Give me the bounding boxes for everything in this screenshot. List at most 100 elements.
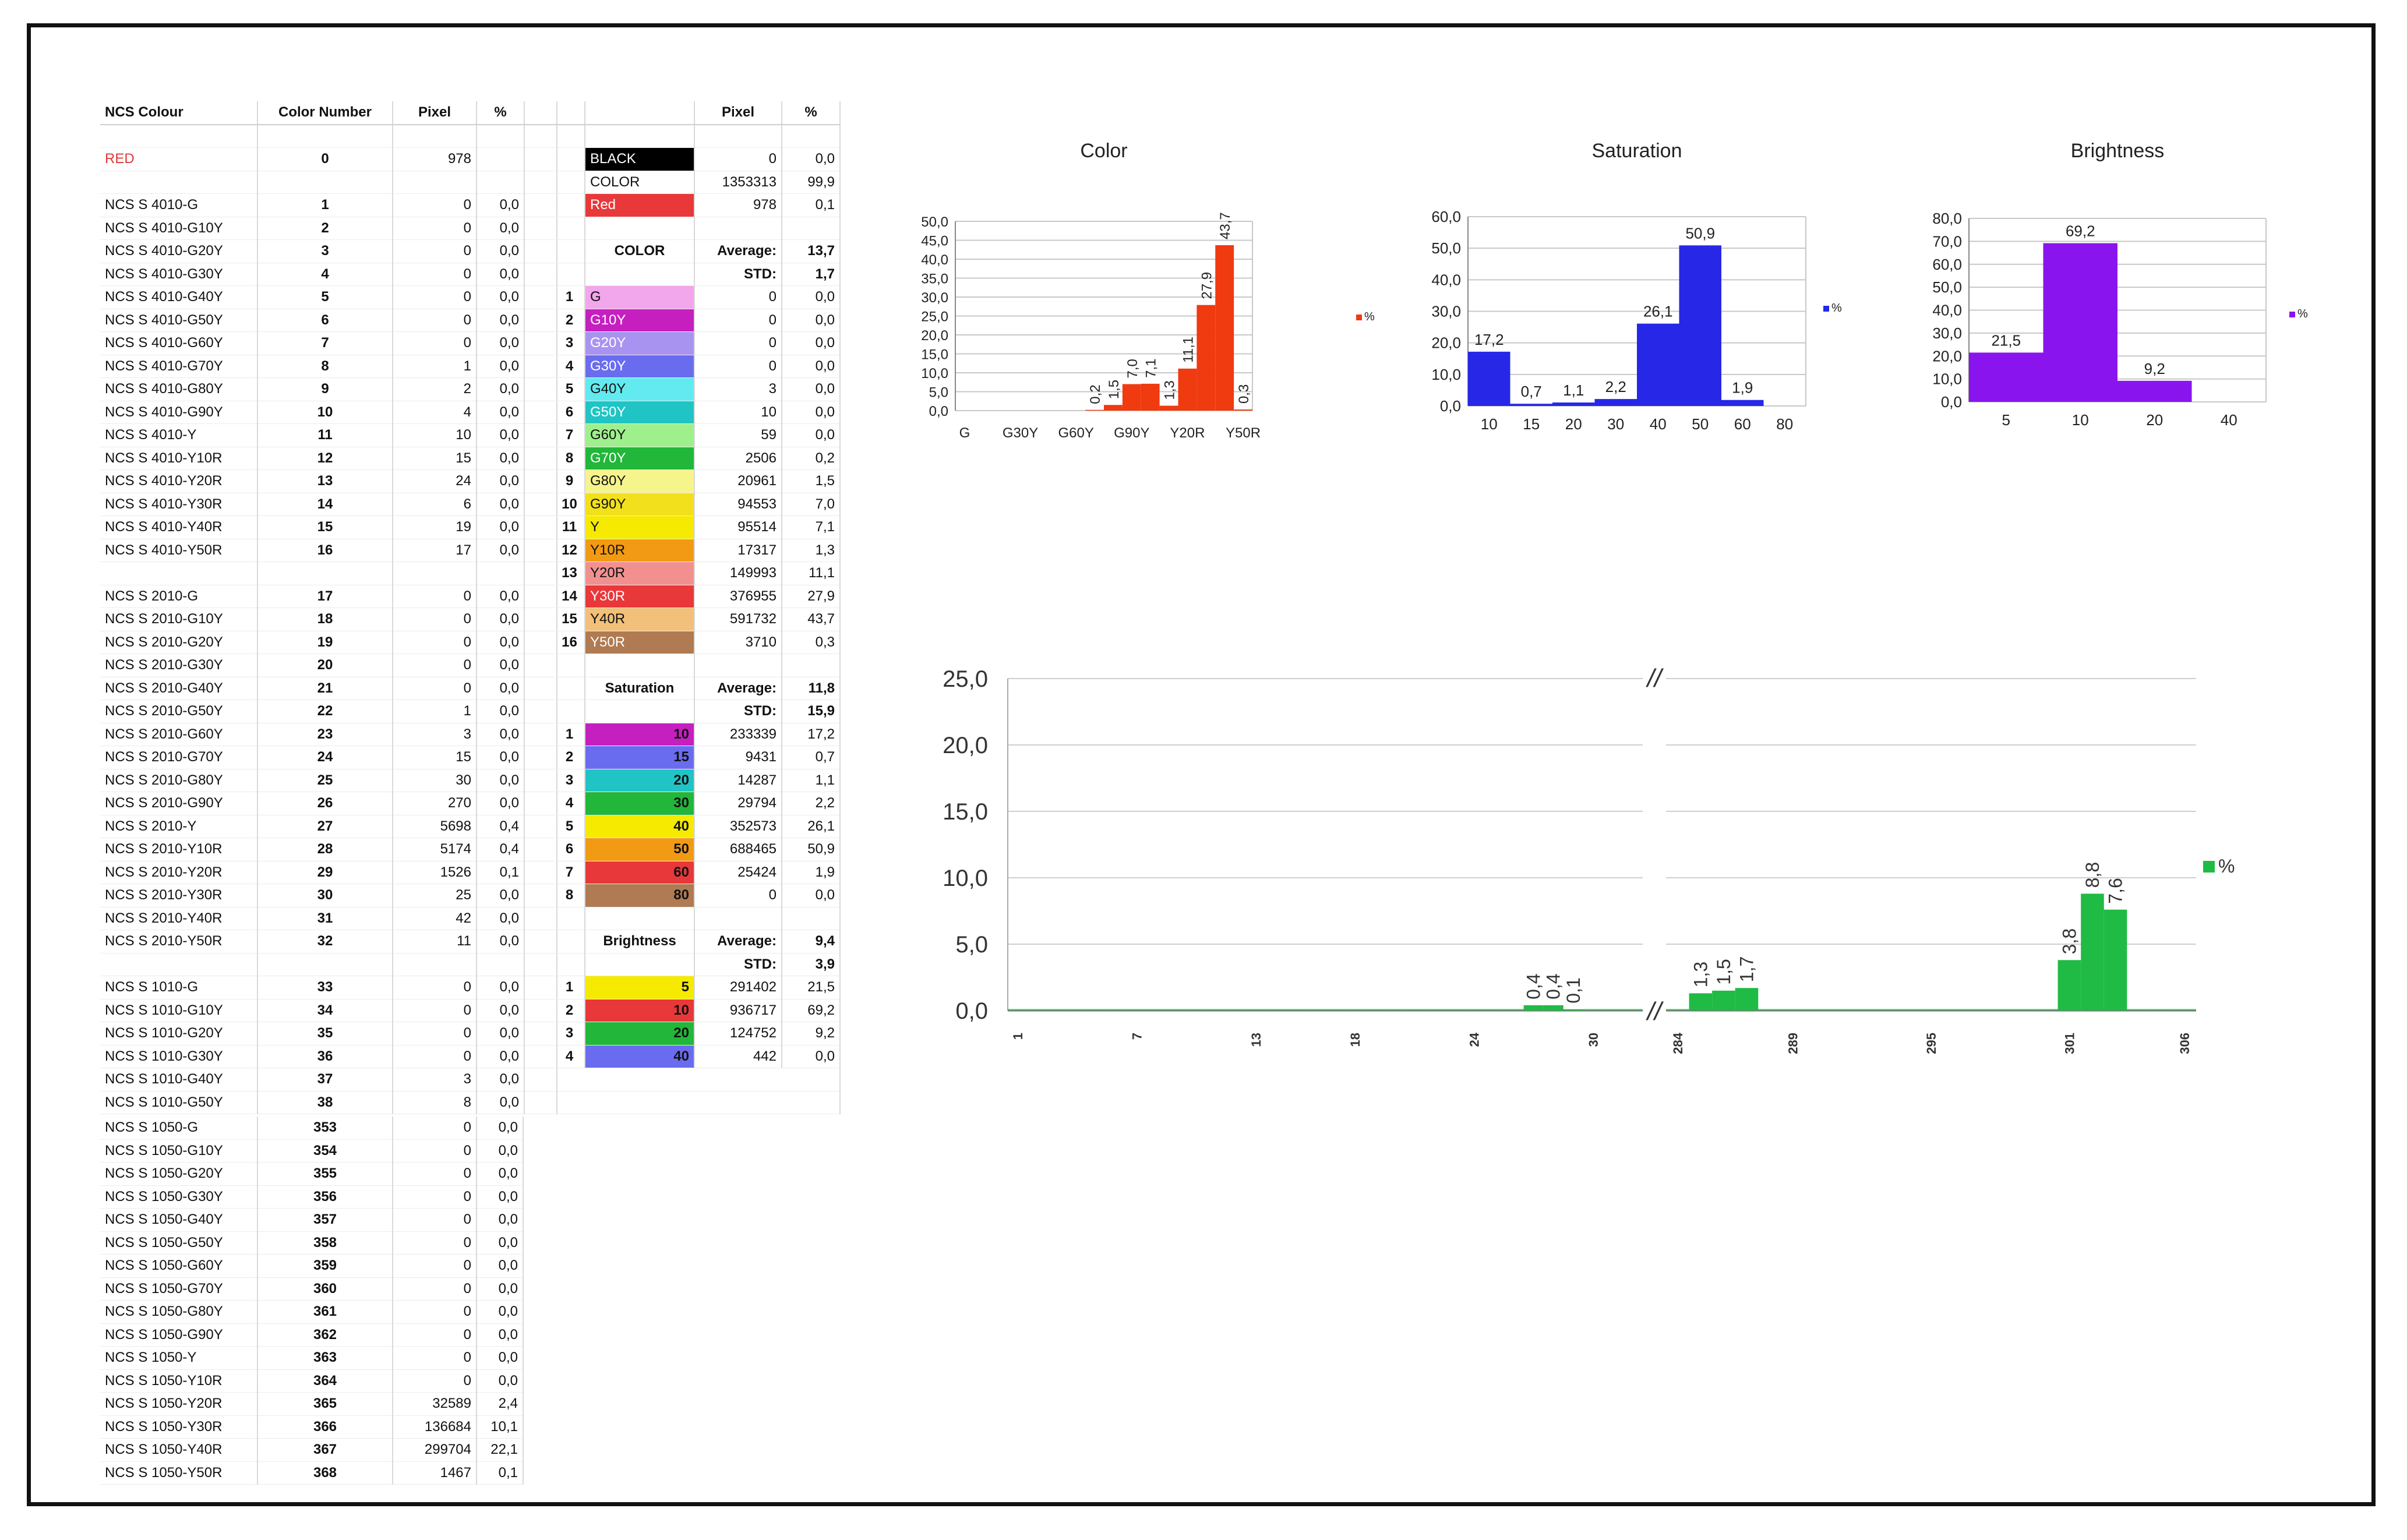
percent-value: 0,0 — [477, 1139, 524, 1163]
std-label: STD: — [694, 263, 782, 286]
color-swatch: Y40R — [585, 607, 695, 631]
data-label: 21,5 — [1991, 331, 2021, 349]
bar — [1424, 1009, 1445, 1011]
pixel-count: 32589 — [393, 1392, 477, 1416]
average-label: Average: — [694, 239, 782, 263]
table-row: NCS S 1050-Y30R 366 136684 10,1 — [100, 1415, 524, 1439]
pixel-count: 0 — [393, 999, 477, 1022]
section-std-row: STD: 3,9 — [555, 953, 841, 976]
table-row: NCS S 1050-Y 363 0 0,0 — [100, 1346, 524, 1370]
y-tick-label: 70,0 — [1932, 232, 1962, 250]
color-number: 34 — [257, 999, 393, 1022]
color-number: 18 — [257, 607, 393, 631]
percent-value: 0,0 — [477, 493, 525, 516]
color-swatch: G80Y — [585, 469, 695, 493]
pixel-count: 0 — [694, 147, 782, 171]
pixel-count: 3710 — [694, 631, 782, 654]
percent-value: 0,0 — [782, 355, 841, 378]
std-value: 15,9 — [782, 700, 841, 723]
pixel-count: 936717 — [694, 999, 782, 1022]
ncs-colour-name: NCS S 4010-Y10R — [100, 447, 258, 470]
x-tick-label: 40 — [2221, 411, 2237, 429]
ncs-colour-name: NCS S 1050-G50Y — [100, 1231, 258, 1255]
ncs-colour-name: NCS S 1010-G30Y — [100, 1045, 258, 1068]
pixel-count: 0 — [393, 1300, 477, 1324]
summary-row: 1 10 233339 17,2 — [555, 723, 841, 746]
y-tick-label: 40,0 — [921, 252, 948, 268]
percent-value: 0,0 — [477, 355, 525, 378]
bar — [1543, 1005, 1564, 1011]
average-label: Average: — [694, 930, 782, 953]
color-swatch: G10Y — [585, 309, 695, 332]
color-number: 26 — [257, 792, 393, 815]
bar — [1679, 245, 1721, 406]
color-swatch: G20Y — [585, 331, 695, 355]
color-swatch: Y30R — [585, 585, 695, 608]
pixel-count: 9431 — [694, 746, 782, 769]
x-tick-label: 289 — [1786, 1033, 1801, 1054]
bar — [1127, 1009, 1147, 1011]
row-index: 6 — [555, 838, 585, 861]
pixel-count: 0 — [393, 1185, 477, 1209]
std-label: STD: — [694, 700, 782, 723]
percent-value: 0,0 — [477, 401, 525, 424]
percent-value: 0,0 — [477, 1162, 524, 1186]
color-swatch: Red — [585, 193, 695, 217]
summary-header-percent: % — [782, 101, 841, 125]
y-tick-label: 30,0 — [1431, 303, 1461, 320]
row-index: 16 — [555, 631, 585, 654]
ncs-colour-name: NCS S 2010-G50Y — [100, 700, 258, 723]
color-number: 36 — [257, 1045, 393, 1068]
color-number: 9 — [257, 377, 393, 401]
data-label: 9,2 — [2144, 360, 2165, 377]
color-swatch: G40Y — [585, 377, 695, 401]
std-label: STD: — [694, 953, 782, 976]
header-color-number: Color Number — [257, 101, 393, 125]
ncs-colour-name: NCS S 2010-G10Y — [100, 607, 258, 631]
bar — [1712, 990, 1735, 1011]
summary-row: 14 Y30R 376955 27,9 — [555, 585, 841, 608]
bar — [1919, 1009, 1943, 1011]
pixel-count: 0 — [393, 1346, 477, 1370]
data-label: 0,7 — [1521, 383, 1542, 400]
x-tick-label: 20 — [1565, 415, 1582, 433]
bar — [2127, 1009, 2150, 1011]
color-number: 359 — [257, 1254, 393, 1278]
color-number: 355 — [257, 1162, 393, 1186]
percent-value: 0,0 — [477, 746, 525, 769]
table-row: NCS S 1050-Y40R 367 299704 22,1 — [100, 1438, 524, 1462]
color-number: 13 — [257, 469, 393, 493]
bar — [1504, 1009, 1524, 1011]
row-index: 9 — [555, 469, 585, 493]
section-std-row: STD: 15,9 — [555, 700, 841, 723]
bar — [1689, 993, 1713, 1011]
ncs-colour-name: NCS S 1050-G40Y — [100, 1208, 258, 1232]
bar — [1666, 1009, 1689, 1011]
spacer-row — [555, 124, 841, 148]
table-row: NCS S 1050-G20Y 355 0 0,0 — [100, 1162, 524, 1186]
ncs-colour-name: NCS S 2010-Y40R — [100, 907, 258, 930]
ncs-colour-name: NCS S 2010-Y20R — [100, 861, 258, 884]
summary-row: BLACK 0 0,0 — [555, 147, 841, 171]
color-swatch: 10 — [585, 999, 695, 1022]
x-tick-label: Y20R — [1170, 425, 1205, 441]
color-number: 368 — [257, 1461, 393, 1485]
y-tick-label: 5,0 — [929, 385, 948, 401]
percent-value: 0,0 — [477, 769, 525, 792]
pixel-count: 0 — [393, 1231, 477, 1255]
percent-value: 0,0 — [477, 1022, 525, 1045]
ncs-colour-name: NCS S 2010-G70Y — [100, 746, 258, 769]
percent-value: 0,0 — [477, 631, 525, 654]
pixel-count: 291402 — [694, 976, 782, 999]
percent-value: 0,0 — [477, 1277, 524, 1301]
bar — [1510, 404, 1552, 406]
ncs-colour-name: NCS S 1050-G20Y — [100, 1162, 258, 1186]
ncs-colour-name: NCS S 2010-Y10R — [100, 838, 258, 861]
row-index: 1 — [555, 285, 585, 309]
y-tick-label: 35,0 — [921, 271, 948, 287]
table-row: NCS S 1010-G40Y 37 3 0,0 — [100, 1068, 841, 1092]
section-header: COLOR Average: 13,7 — [555, 239, 841, 263]
header-ncs-colour: NCS Colour — [100, 101, 258, 125]
ncs-colour-name: NCS S 2010-G90Y — [100, 792, 258, 815]
color-number: 358 — [257, 1231, 393, 1255]
